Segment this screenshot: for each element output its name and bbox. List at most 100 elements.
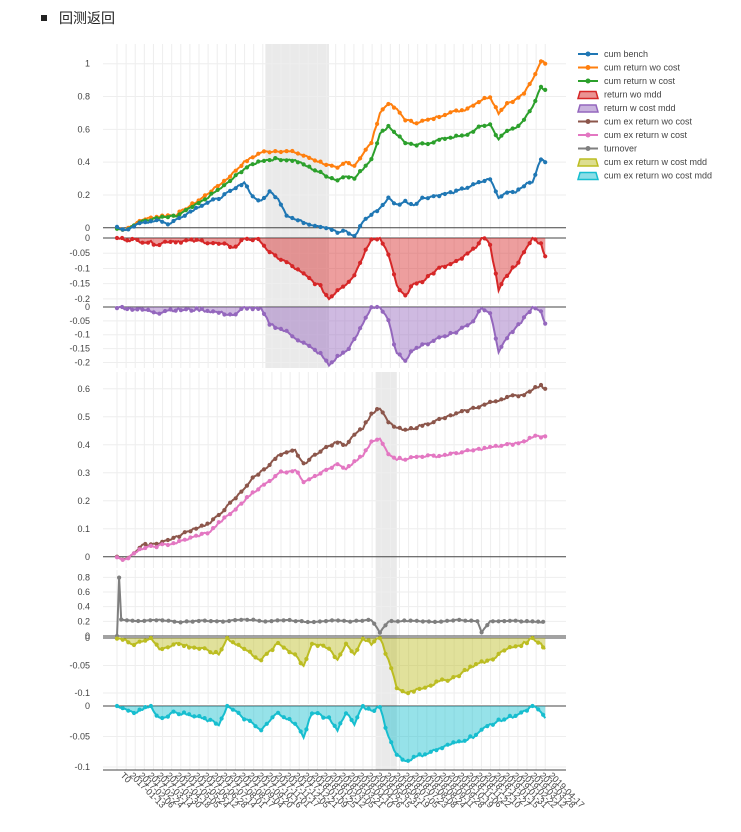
- data-point: [137, 639, 142, 644]
- data-point: [383, 725, 388, 730]
- y-tick-label: -0.15: [69, 344, 90, 354]
- data-point: [216, 196, 221, 202]
- data-point: [448, 135, 453, 140]
- legend-item[interactable]: cum ex return wo cost: [578, 117, 693, 127]
- y-tick-label: 0: [85, 223, 90, 233]
- data-point: [372, 639, 377, 644]
- data-point: [414, 618, 419, 623]
- data-point: [521, 91, 527, 96]
- data-point: [216, 310, 221, 315]
- data-point: [220, 619, 226, 624]
- data-point: [270, 647, 275, 653]
- data-point: [448, 330, 453, 336]
- data-point: [216, 241, 221, 246]
- data-point: [332, 723, 337, 729]
- data-point: [465, 185, 470, 190]
- data-point: [505, 128, 510, 133]
- data-point: [538, 435, 544, 440]
- data-point: [425, 117, 430, 122]
- data-point: [211, 241, 216, 246]
- data-point: [383, 623, 388, 628]
- data-point: [244, 483, 250, 488]
- data-point: [342, 618, 347, 623]
- data-point: [335, 165, 340, 170]
- data-point: [510, 393, 515, 398]
- legend-item[interactable]: return wo mdd: [577, 90, 662, 100]
- series-line: [116, 60, 546, 232]
- data-point: [420, 118, 425, 123]
- data-point: [530, 619, 535, 624]
- data-point: [493, 443, 498, 448]
- data-point: [507, 713, 512, 719]
- data-point: [275, 618, 280, 623]
- y-tick-label: 0.2: [77, 190, 90, 200]
- legend-item[interactable]: cum ex return w cost mdd: [577, 157, 707, 167]
- data-point: [493, 271, 498, 276]
- y-tick-label: 0.2: [77, 496, 90, 506]
- data-point: [261, 158, 267, 163]
- data-point: [538, 84, 544, 89]
- data-point: [250, 194, 255, 199]
- data-point: [236, 710, 241, 716]
- data-point: [205, 241, 210, 246]
- data-point: [177, 538, 182, 544]
- data-point: [375, 437, 380, 442]
- data-point: [375, 304, 380, 310]
- data-point: [360, 618, 365, 623]
- data-point: [479, 727, 484, 732]
- data-point: [380, 241, 385, 246]
- y-tick-label: 0.8: [77, 92, 90, 102]
- data-point: [205, 200, 210, 205]
- data-point: [245, 617, 250, 622]
- data-point: [507, 618, 512, 623]
- legend-item[interactable]: cum ex return w cost: [578, 130, 688, 140]
- data-point: [278, 452, 283, 457]
- data-point: [211, 517, 216, 522]
- data-point: [386, 318, 391, 323]
- data-point: [335, 230, 340, 235]
- data-point: [502, 717, 507, 722]
- legend-item[interactable]: cum ex return wo cost mdd: [577, 171, 712, 181]
- data-point: [171, 709, 176, 714]
- data-point: [341, 161, 346, 166]
- data-point: [160, 646, 165, 652]
- data-point: [395, 619, 400, 624]
- data-point: [420, 342, 425, 347]
- data-point: [386, 101, 391, 107]
- data-point: [261, 243, 267, 248]
- y-tick-label: -0.1: [74, 330, 90, 340]
- data-point: [380, 309, 385, 314]
- data-point: [228, 244, 233, 250]
- data-point: [264, 721, 269, 726]
- data-point: [346, 346, 351, 351]
- data-point: [117, 575, 122, 580]
- data-point: [521, 315, 527, 320]
- data-point: [519, 643, 524, 649]
- data-point: [256, 151, 261, 156]
- data-point: [307, 457, 312, 462]
- data-point: [423, 752, 428, 757]
- data-point: [205, 531, 210, 536]
- data-point: [400, 757, 405, 762]
- data-point: [295, 267, 300, 272]
- data-point: [244, 165, 250, 170]
- data-point: [307, 477, 312, 482]
- legend-item[interactable]: cum bench: [578, 49, 648, 59]
- data-point: [187, 712, 192, 717]
- data-point: [496, 619, 501, 624]
- data-point: [190, 204, 195, 210]
- legend-item[interactable]: return w cost mdd: [577, 103, 676, 113]
- data-point: [513, 713, 518, 719]
- legend-item[interactable]: cum return w cost: [578, 76, 676, 86]
- data-point: [154, 541, 159, 547]
- data-point: [454, 108, 459, 113]
- legend-item[interactable]: turnover: [578, 144, 637, 154]
- data-point: [332, 654, 337, 660]
- legend-item[interactable]: cum return wo cost: [578, 63, 681, 73]
- data-point: [119, 617, 124, 622]
- data-point: [168, 307, 173, 312]
- data-point: [369, 411, 374, 416]
- data-point: [408, 426, 414, 431]
- data-point: [202, 716, 207, 721]
